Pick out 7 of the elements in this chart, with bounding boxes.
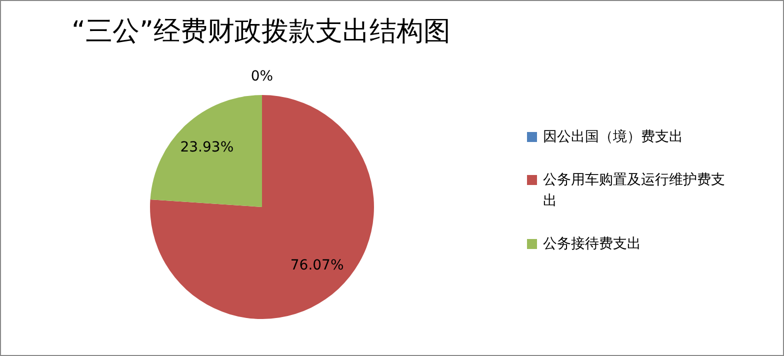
data-label: 76.07% (290, 258, 344, 274)
text: 0% (250, 68, 274, 85)
legend-label: 公务接待费支出 (543, 235, 642, 254)
legend-label: 公务用车购置及运行维护费支出 (543, 171, 726, 211)
chart-title: “三公”经费财政拨款支出结构图 (70, 15, 452, 49)
legend-label: 因公出国（境）费支出 (543, 128, 684, 147)
data-label: 23.93% (180, 140, 234, 156)
